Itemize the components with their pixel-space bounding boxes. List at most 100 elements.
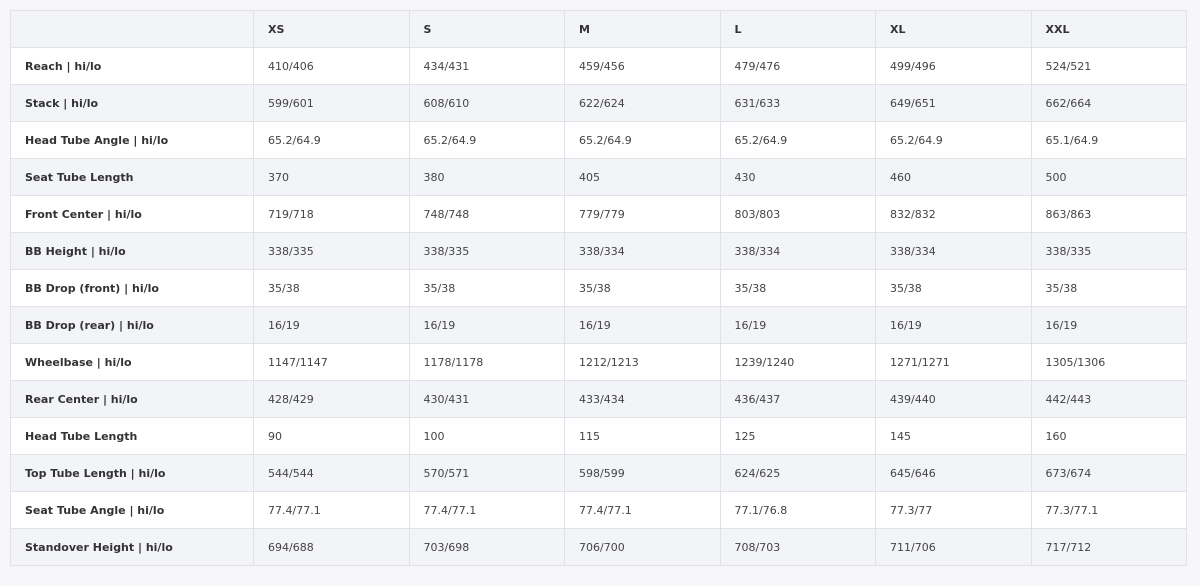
cell: 711/706: [875, 528, 1032, 566]
cell: 16/19: [719, 306, 876, 344]
cell: 370: [253, 158, 410, 196]
cell: 599/601: [253, 84, 410, 122]
table-row: Seat Tube Length 370 380 405 430 460 500: [10, 158, 1187, 196]
header-cell: S: [408, 10, 565, 48]
table-row: Wheelbase | hi/lo 1147/1147 1178/1178 1212/…: [10, 343, 1187, 381]
header-cell: M: [564, 10, 721, 48]
cell: 16/19: [1030, 306, 1187, 344]
cell: 433/434: [564, 380, 721, 418]
cell: 65.2/64.9: [253, 121, 410, 159]
header-row: XS S M L XL XXL: [10, 10, 1187, 48]
cell: 16/19: [875, 306, 1032, 344]
cell: 100: [408, 417, 565, 455]
cell: 524/521: [1030, 47, 1187, 85]
cell: 442/443: [1030, 380, 1187, 418]
row-label: Stack | hi/lo: [10, 84, 254, 122]
cell: 717/712: [1030, 528, 1187, 566]
cell: 779/779: [564, 195, 721, 233]
table-row: Rear Center | hi/lo 428/429 430/431 433/434…: [10, 380, 1187, 418]
cell: 77.4/77.1: [564, 491, 721, 529]
cell: 77.4/77.1: [408, 491, 565, 529]
cell: 338/335: [253, 232, 410, 270]
cell: 35/38: [719, 269, 876, 307]
cell: 338/334: [564, 232, 721, 270]
cell: 1239/1240: [719, 343, 876, 381]
header-cell: XL: [875, 10, 1032, 48]
cell: 624/625: [719, 454, 876, 492]
cell: 77.3/77: [875, 491, 1032, 529]
cell: 65.2/64.9: [719, 121, 876, 159]
cell: 598/599: [564, 454, 721, 492]
row-label: BB Height | hi/lo: [10, 232, 254, 270]
row-label: Seat Tube Length: [10, 158, 254, 196]
cell: 694/688: [253, 528, 410, 566]
cell: 35/38: [564, 269, 721, 307]
table-row: Front Center | hi/lo 719/718 748/748 779/77…: [10, 195, 1187, 233]
cell: 622/624: [564, 84, 721, 122]
cell: 479/476: [719, 47, 876, 85]
cell: 608/610: [408, 84, 565, 122]
table-row: BB Drop (rear) | hi/lo 16/19 16/19 16/19 16/…: [10, 306, 1187, 344]
row-label: Reach | hi/lo: [10, 47, 254, 85]
cell: 631/633: [719, 84, 876, 122]
cell: 500: [1030, 158, 1187, 196]
table-row: Reach | hi/lo 410/406 434/431 459/456 479/47…: [10, 47, 1187, 85]
cell: 430: [719, 158, 876, 196]
row-label: BB Drop (rear) | hi/lo: [10, 306, 254, 344]
cell: 544/544: [253, 454, 410, 492]
geometry-table-wrap: XS S M L XL XXL Reach | hi/lo 410/406 434/431 45…: [10, 10, 1187, 566]
table-row: Standover Height | hi/lo 694/688 703/698 70…: [10, 528, 1187, 566]
cell: 1212/1213: [564, 343, 721, 381]
cell: 35/38: [408, 269, 565, 307]
cell: 706/700: [564, 528, 721, 566]
cell: 77.1/76.8: [719, 491, 876, 529]
cell: 436/437: [719, 380, 876, 418]
cell: 338/334: [875, 232, 1032, 270]
cell: 645/646: [875, 454, 1032, 492]
cell: 65.2/64.9: [875, 121, 1032, 159]
table-row: Top Tube Length | hi/lo 544/544 570/571 598…: [10, 454, 1187, 492]
cell: 1271/1271: [875, 343, 1032, 381]
table-row: Head Tube Angle | hi/lo 65.2/64.9 65.2/64.…: [10, 121, 1187, 159]
cell: 428/429: [253, 380, 410, 418]
cell: 65.2/64.9: [408, 121, 565, 159]
table-row: Head Tube Length 90 100 115 125 145 160: [10, 417, 1187, 455]
row-label: Wheelbase | hi/lo: [10, 343, 254, 381]
corner-cell: [10, 10, 254, 48]
cell: 460: [875, 158, 1032, 196]
cell: 405: [564, 158, 721, 196]
cell: 1178/1178: [408, 343, 565, 381]
header-cell: XS: [253, 10, 410, 48]
table-row: Seat Tube Angle | hi/lo 77.4/77.1 77.4/77.…: [10, 491, 1187, 529]
table-row: BB Height | hi/lo 338/335 338/335 338/334 33…: [10, 232, 1187, 270]
cell: 338/335: [408, 232, 565, 270]
cell: 708/703: [719, 528, 876, 566]
cell: 410/406: [253, 47, 410, 85]
cell: 430/431: [408, 380, 565, 418]
cell: 1147/1147: [253, 343, 410, 381]
cell: 77.3/77.1: [1030, 491, 1187, 529]
cell: 115: [564, 417, 721, 455]
cell: 35/38: [875, 269, 1032, 307]
table-row: Stack | hi/lo 599/601 608/610 622/624 631/63…: [10, 84, 1187, 122]
cell: 662/664: [1030, 84, 1187, 122]
cell: 16/19: [564, 306, 721, 344]
cell: 863/863: [1030, 195, 1187, 233]
cell: 499/496: [875, 47, 1032, 85]
cell: 459/456: [564, 47, 721, 85]
cell: 90: [253, 417, 410, 455]
cell: 1305/1306: [1030, 343, 1187, 381]
cell: 338/335: [1030, 232, 1187, 270]
row-label: Rear Center | hi/lo: [10, 380, 254, 418]
cell: 338/334: [719, 232, 876, 270]
header-cell: XXL: [1030, 10, 1187, 48]
cell: 77.4/77.1: [253, 491, 410, 529]
table-row: BB Drop (front) | hi/lo 35/38 35/38 35/38 35…: [10, 269, 1187, 307]
cell: 65.1/64.9: [1030, 121, 1187, 159]
geometry-table: XS S M L XL XXL Reach | hi/lo 410/406 434/431 45…: [10, 10, 1187, 566]
row-label: BB Drop (front) | hi/lo: [10, 269, 254, 307]
cell: 16/19: [408, 306, 565, 344]
cell: 719/718: [253, 195, 410, 233]
row-label: Front Center | hi/lo: [10, 195, 254, 233]
